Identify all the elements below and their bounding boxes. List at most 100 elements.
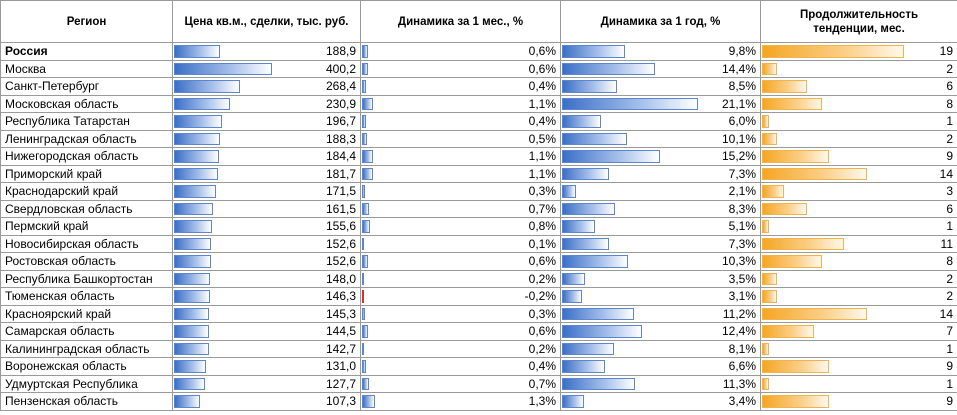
price-bar <box>174 325 209 338</box>
price-bar <box>174 97 230 110</box>
dur-cell: 9 <box>760 147 957 166</box>
year-bar <box>562 255 628 268</box>
year-cell: 11,2% <box>560 304 761 323</box>
table-row: Республика Башкортостан 148,0 0,2% 3,5% 2 <box>0 269 957 288</box>
month-value: 0,3% <box>528 306 556 321</box>
price-value: 188,3 <box>325 131 356 146</box>
price-cell: 146,3 <box>172 287 361 306</box>
price-value: 152,6 <box>325 254 356 269</box>
table-row: Приморский край 181,7 1,1% 7,3% 14 <box>0 164 957 183</box>
dur-cell: 6 <box>760 77 957 96</box>
header-duration: Продолжительность тенденции, мес. <box>760 0 957 43</box>
region-cell: Краснодарский край <box>0 182 173 201</box>
month-value: 0,3% <box>528 184 556 199</box>
price-cell: 145,3 <box>172 304 361 323</box>
month-cell: 0,6% <box>360 42 561 61</box>
table-row: Россия 188,9 0,6% 9,8% 19 <box>0 42 957 61</box>
year-bar <box>562 80 617 93</box>
price-cell: 230,9 <box>172 94 361 113</box>
region-cell: Республика Башкортостан <box>0 269 173 288</box>
year-cell: 6,6% <box>560 357 761 376</box>
dur-value: 6 <box>946 79 953 94</box>
price-cell: 142,7 <box>172 339 361 358</box>
dur-cell: 3 <box>760 182 957 201</box>
table-row: Калининградская область 142,7 0,2% 8,1% 1 <box>0 339 957 358</box>
dur-value: 8 <box>946 254 953 269</box>
price-value: 144,5 <box>325 324 356 339</box>
month-value: 1,3% <box>528 394 556 409</box>
month-cell: 0,7% <box>360 199 561 218</box>
dur-value: 9 <box>946 149 953 164</box>
month-cell: 1,1% <box>360 164 561 183</box>
month-cell: 0,5% <box>360 129 561 148</box>
table-row: Новосибирская область 152,6 0,1% 7,3% 11 <box>0 234 957 253</box>
price-cell: 171,5 <box>172 182 361 201</box>
dur-value: 1 <box>946 376 953 391</box>
price-value: 188,9 <box>325 44 356 59</box>
price-bar <box>174 80 240 93</box>
price-bar <box>174 167 218 180</box>
year-bar <box>562 115 601 128</box>
dur-value: 8 <box>946 96 953 111</box>
year-cell: 12,4% <box>560 322 761 341</box>
price-value: 268,4 <box>325 79 356 94</box>
month-value: 0,6% <box>528 254 556 269</box>
price-bar <box>174 255 211 268</box>
region-cell: Тюменская область <box>0 287 173 306</box>
table-row: Санкт-Петербург 268,4 0,4% 8,5% 6 <box>0 77 957 96</box>
dur-cell: 2 <box>760 287 957 306</box>
month-bar <box>362 150 373 163</box>
year-value: 21,1% <box>721 96 756 111</box>
region-cell: Самарская область <box>0 322 173 341</box>
month-cell: 1,1% <box>360 94 561 113</box>
year-bar <box>562 202 615 215</box>
month-cell: 1,3% <box>360 392 561 411</box>
year-bar <box>562 272 585 285</box>
month-bar <box>362 185 365 198</box>
month-bar <box>362 325 368 338</box>
year-value: 5,1% <box>728 219 756 234</box>
price-cell: 161,5 <box>172 199 361 218</box>
month-value: 0,6% <box>528 61 556 76</box>
region-cell: Красноярский край <box>0 304 173 323</box>
table-row: Пермский край 155,6 0,8% 5,1% 1 <box>0 217 957 236</box>
dur-cell: 2 <box>760 129 957 148</box>
dur-value: 7 <box>946 324 953 339</box>
table-row: Тюменская область 146,3 -0,2% 3,1% 2 <box>0 287 957 306</box>
year-bar <box>562 132 627 145</box>
month-cell: 0,6% <box>360 252 561 271</box>
region-cell: Ростовская область <box>0 252 173 271</box>
region-cell: Калининградская область <box>0 339 173 358</box>
year-value: 9,8% <box>728 44 756 59</box>
year-value: 8,1% <box>728 341 756 356</box>
year-value: 12,4% <box>721 324 756 339</box>
dur-cell: 1 <box>760 339 957 358</box>
price-bar <box>174 45 220 58</box>
price-cell: 268,4 <box>172 77 361 96</box>
year-bar <box>562 62 655 75</box>
month-cell: 0,7% <box>360 374 561 393</box>
month-cell: 0,6% <box>360 322 561 341</box>
dur-value: 1 <box>946 341 953 356</box>
month-cell: 0,4% <box>360 77 561 96</box>
year-bar <box>562 45 625 58</box>
price-bar <box>174 220 212 233</box>
region-cell: Свердловская область <box>0 199 173 218</box>
dur-cell: 8 <box>760 252 957 271</box>
region-cell: Нижегородская область <box>0 147 173 166</box>
price-bar <box>174 132 220 145</box>
dur-value: 9 <box>946 394 953 409</box>
price-cell: 155,6 <box>172 217 361 236</box>
dur-value: 2 <box>946 61 953 76</box>
table-row: Красноярский край 145,3 0,3% 11,2% 14 <box>0 304 957 323</box>
year-bar <box>562 342 614 355</box>
dur-bar <box>762 395 829 408</box>
dur-value: 6 <box>946 201 953 216</box>
dur-cell: 7 <box>760 322 957 341</box>
month-value: 0,6% <box>528 324 556 339</box>
table-row: Краснодарский край 171,5 0,3% 2,1% 3 <box>0 182 957 201</box>
region-cell: Московская область <box>0 94 173 113</box>
month-bar <box>362 167 373 180</box>
year-value: 3,5% <box>728 271 756 286</box>
price-cell: 184,4 <box>172 147 361 166</box>
